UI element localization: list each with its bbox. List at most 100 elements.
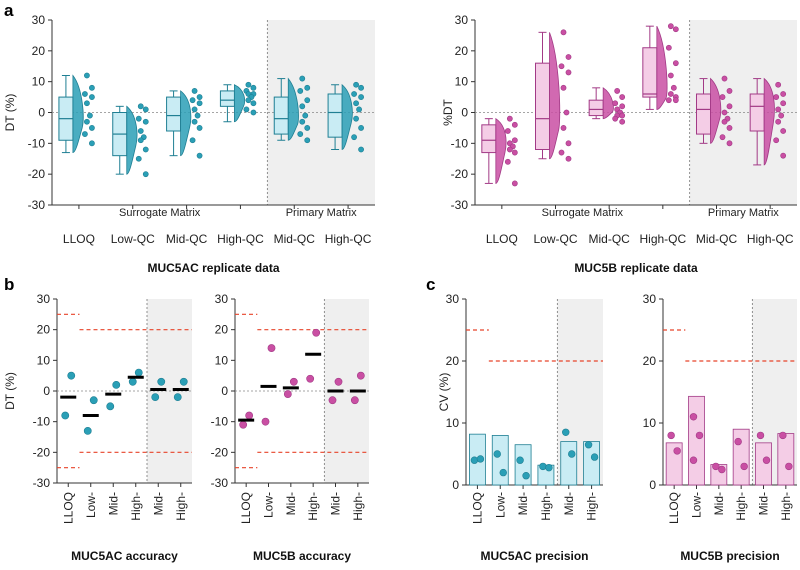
y-tick-label: 10 [455,75,469,89]
data-point [89,140,95,147]
data-point [299,75,306,82]
category-label: Mid-QC [166,232,208,246]
y-axis-label: %DT [441,99,455,126]
category-label: High- [129,492,143,521]
y-tick-label: 30 [215,292,229,306]
data-point [196,100,203,107]
data-point [619,118,626,125]
category-label: Mid- [329,492,343,515]
category-label: Mid-QC [274,232,316,246]
y-tick-label: 20 [446,354,460,368]
y-tick-label: 10 [32,75,46,89]
data-point [584,441,593,449]
data-point [142,146,149,153]
category-label: High- [306,492,320,521]
box-iqr [166,96,182,132]
data-point [245,97,252,104]
category-label: LLOQ [61,492,75,524]
data-point [328,396,337,405]
panel-label-a: a [4,1,14,20]
data-point [142,106,149,113]
data-point [511,137,518,144]
data-point [689,456,698,464]
data-point [250,100,257,107]
data-point [157,377,166,386]
data-point [470,456,479,464]
data-point [718,465,726,474]
data-point [84,100,90,107]
data-point [726,125,733,131]
data-point [773,94,780,100]
data-point [289,377,298,386]
data-point [619,94,626,100]
data-point [304,84,311,91]
data-point [522,472,530,480]
data-point [356,371,365,380]
y-tick-label: -20 [211,445,229,459]
data-point [562,428,570,436]
data-point [779,431,787,440]
data-point [304,137,311,144]
data-point [565,140,572,147]
data-point [196,94,203,100]
data-point [511,149,518,156]
data-point [358,146,364,153]
category-label: Mid-QC [588,232,630,246]
data-point [476,455,485,463]
data-point [299,118,306,125]
data-point [775,81,782,88]
data-point [353,81,359,88]
data-point [137,128,144,134]
data-point [137,137,144,144]
data-point [590,453,599,461]
bar [583,441,600,486]
y-tick-label: -30 [211,476,229,490]
data-point [563,109,570,116]
panel-label-b: b [4,275,14,294]
data-point [82,131,88,137]
data-point [689,413,698,421]
category-label: Low- [84,492,98,518]
y-tick-label: 20 [215,323,229,337]
data-point [89,94,95,100]
data-point [516,456,524,464]
box-iqr [749,93,765,132]
category-label: Mid- [151,492,165,515]
data-point [306,374,315,383]
data-point [250,109,257,116]
group-label-primary: Primary Matrix [708,207,779,219]
data-point [82,91,88,97]
bar [755,442,772,486]
category-label: High- [174,492,188,521]
data-point [239,420,248,429]
box-iqr [535,62,550,151]
category-label: High- [734,492,748,521]
data-point [612,115,619,122]
y-tick-label: 0 [43,384,50,398]
data-point [351,91,357,97]
density-cloud [656,25,668,110]
data-point [672,60,679,67]
data-point [565,54,572,60]
y-tick-label: -20 [451,167,469,181]
data-point [302,112,309,119]
data-point [719,94,726,100]
category-label: Low-QC [111,232,155,246]
data-point [135,155,142,162]
y-tick-label: -30 [28,198,46,212]
data-point [350,396,359,405]
data-point [560,29,567,36]
data-point [756,431,765,440]
data-point [762,456,771,464]
y-tick-label: 20 [455,44,469,58]
data-point [775,118,782,125]
box-iqr [588,99,604,117]
data-point [511,121,518,128]
y-tick-label: 10 [37,353,51,367]
density-cloud [72,74,84,153]
data-point [89,125,95,131]
data-point [780,91,787,97]
data-point [112,380,121,389]
data-point [504,158,511,165]
category-label: High- [351,492,365,521]
